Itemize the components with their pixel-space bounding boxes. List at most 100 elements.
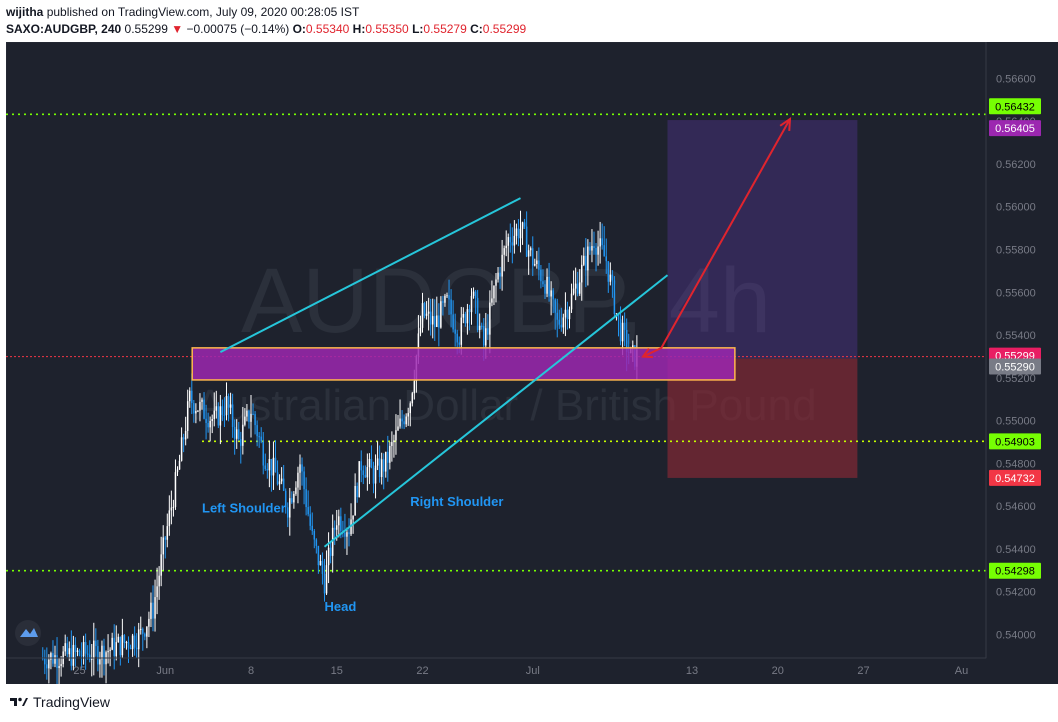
candle-body	[501, 254, 503, 277]
candle-body	[244, 416, 246, 425]
trendline-upper	[219, 197, 521, 354]
candle-body	[197, 410, 199, 412]
candle-body	[570, 293, 573, 310]
candle-body	[191, 390, 193, 404]
x-tick-label: Au	[955, 665, 968, 677]
candle-body	[307, 507, 309, 515]
candle-body	[123, 635, 126, 643]
price-tag-gray	[989, 358, 1041, 375]
candle-body	[438, 315, 440, 328]
x-tick-label: Jun	[156, 665, 174, 677]
candle-body	[82, 642, 85, 657]
candle-body	[109, 649, 111, 651]
candle-body	[301, 464, 303, 472]
candle-body	[264, 465, 267, 469]
candle-body	[137, 629, 140, 650]
candle-body	[576, 283, 579, 294]
candle-body	[68, 648, 71, 655]
candle-body	[86, 653, 89, 655]
candle-body	[338, 516, 340, 526]
candle-body	[464, 314, 467, 324]
candle-body	[272, 457, 275, 476]
candle-body	[615, 313, 618, 315]
candle-body	[250, 413, 252, 422]
candle-body	[572, 288, 575, 294]
candle-body	[346, 532, 348, 537]
candle-body	[74, 644, 77, 652]
candle-body	[603, 245, 605, 257]
candle-body	[397, 426, 399, 431]
chart-area[interactable]: AUDGBP, 4h Australian Dollar / British Po…	[6, 42, 1058, 684]
candle-body	[534, 264, 536, 266]
candle-body	[434, 316, 436, 327]
candle-body	[542, 281, 544, 285]
candle-body	[305, 489, 307, 508]
candle-body	[309, 514, 311, 526]
candle-body	[252, 413, 254, 415]
y-tick-label: 0.56000	[996, 202, 1036, 214]
candle-body	[607, 261, 610, 282]
candle-body	[611, 274, 614, 281]
candle-body	[278, 481, 281, 485]
trendline-lower	[323, 274, 669, 548]
chart-header: wijitha published on TradingView.com, Ju…	[0, 0, 1058, 42]
candle-body	[95, 640, 97, 647]
candle-body	[213, 410, 215, 420]
y-tick-label: 0.54200	[996, 587, 1036, 599]
tradingview-brand[interactable]: TradingView	[10, 694, 110, 710]
candle-body	[581, 264, 583, 283]
x-tick-label: 20	[772, 665, 784, 677]
candle-body	[117, 636, 120, 643]
candle-body	[174, 472, 177, 507]
publish-info: wijitha published on TradingView.com, Ju…	[6, 5, 359, 19]
candle-body	[489, 302, 491, 335]
candle-body	[497, 272, 499, 280]
change-arrow-icon: ▼	[171, 22, 184, 36]
candle-body	[129, 647, 132, 650]
candle-body	[595, 248, 597, 255]
candle-body	[352, 515, 354, 520]
candle-body	[487, 328, 489, 335]
candle-body	[289, 498, 291, 518]
candle-body	[162, 537, 164, 555]
target-zone	[667, 120, 858, 359]
candle-body	[223, 414, 226, 416]
candle-body	[64, 643, 66, 652]
symbol-info: SAXO:AUDGBP, 240 0.55299 ▼ −0.00075 (−0.…	[6, 22, 527, 36]
y-tick-label: 0.54000	[996, 629, 1036, 641]
candle-body	[460, 317, 463, 345]
candle-body	[623, 322, 626, 330]
candle-body	[560, 324, 563, 328]
candle-body	[427, 311, 430, 314]
candle-body	[158, 575, 160, 587]
candle-body	[409, 403, 411, 414]
candle-body	[587, 246, 589, 271]
candle-body	[507, 237, 509, 246]
candle-body	[613, 280, 616, 314]
candle-body	[360, 461, 362, 471]
candle-body	[99, 659, 101, 665]
candle-body	[548, 276, 550, 297]
candle-body	[209, 420, 211, 428]
y-tick-label: 0.56200	[996, 159, 1036, 171]
price-tag-green	[989, 562, 1041, 579]
publisher-name[interactable]: wijitha	[6, 5, 44, 19]
candle-body	[199, 401, 201, 411]
candle-body	[184, 431, 187, 440]
candle-body	[552, 290, 554, 300]
candle-body	[227, 396, 230, 408]
candle-body	[372, 468, 375, 484]
candle-body	[519, 228, 522, 239]
candle-body	[321, 560, 324, 574]
candle-body	[231, 404, 234, 427]
candle-body	[72, 644, 75, 666]
candle-body	[246, 410, 248, 417]
candle-body	[282, 478, 285, 491]
candle-body	[458, 342, 460, 345]
candle-body	[319, 560, 322, 566]
candle-body	[374, 465, 377, 484]
candle-body	[568, 309, 571, 320]
candle-body	[189, 390, 191, 402]
price-tag-label: 0.56432	[995, 101, 1035, 113]
